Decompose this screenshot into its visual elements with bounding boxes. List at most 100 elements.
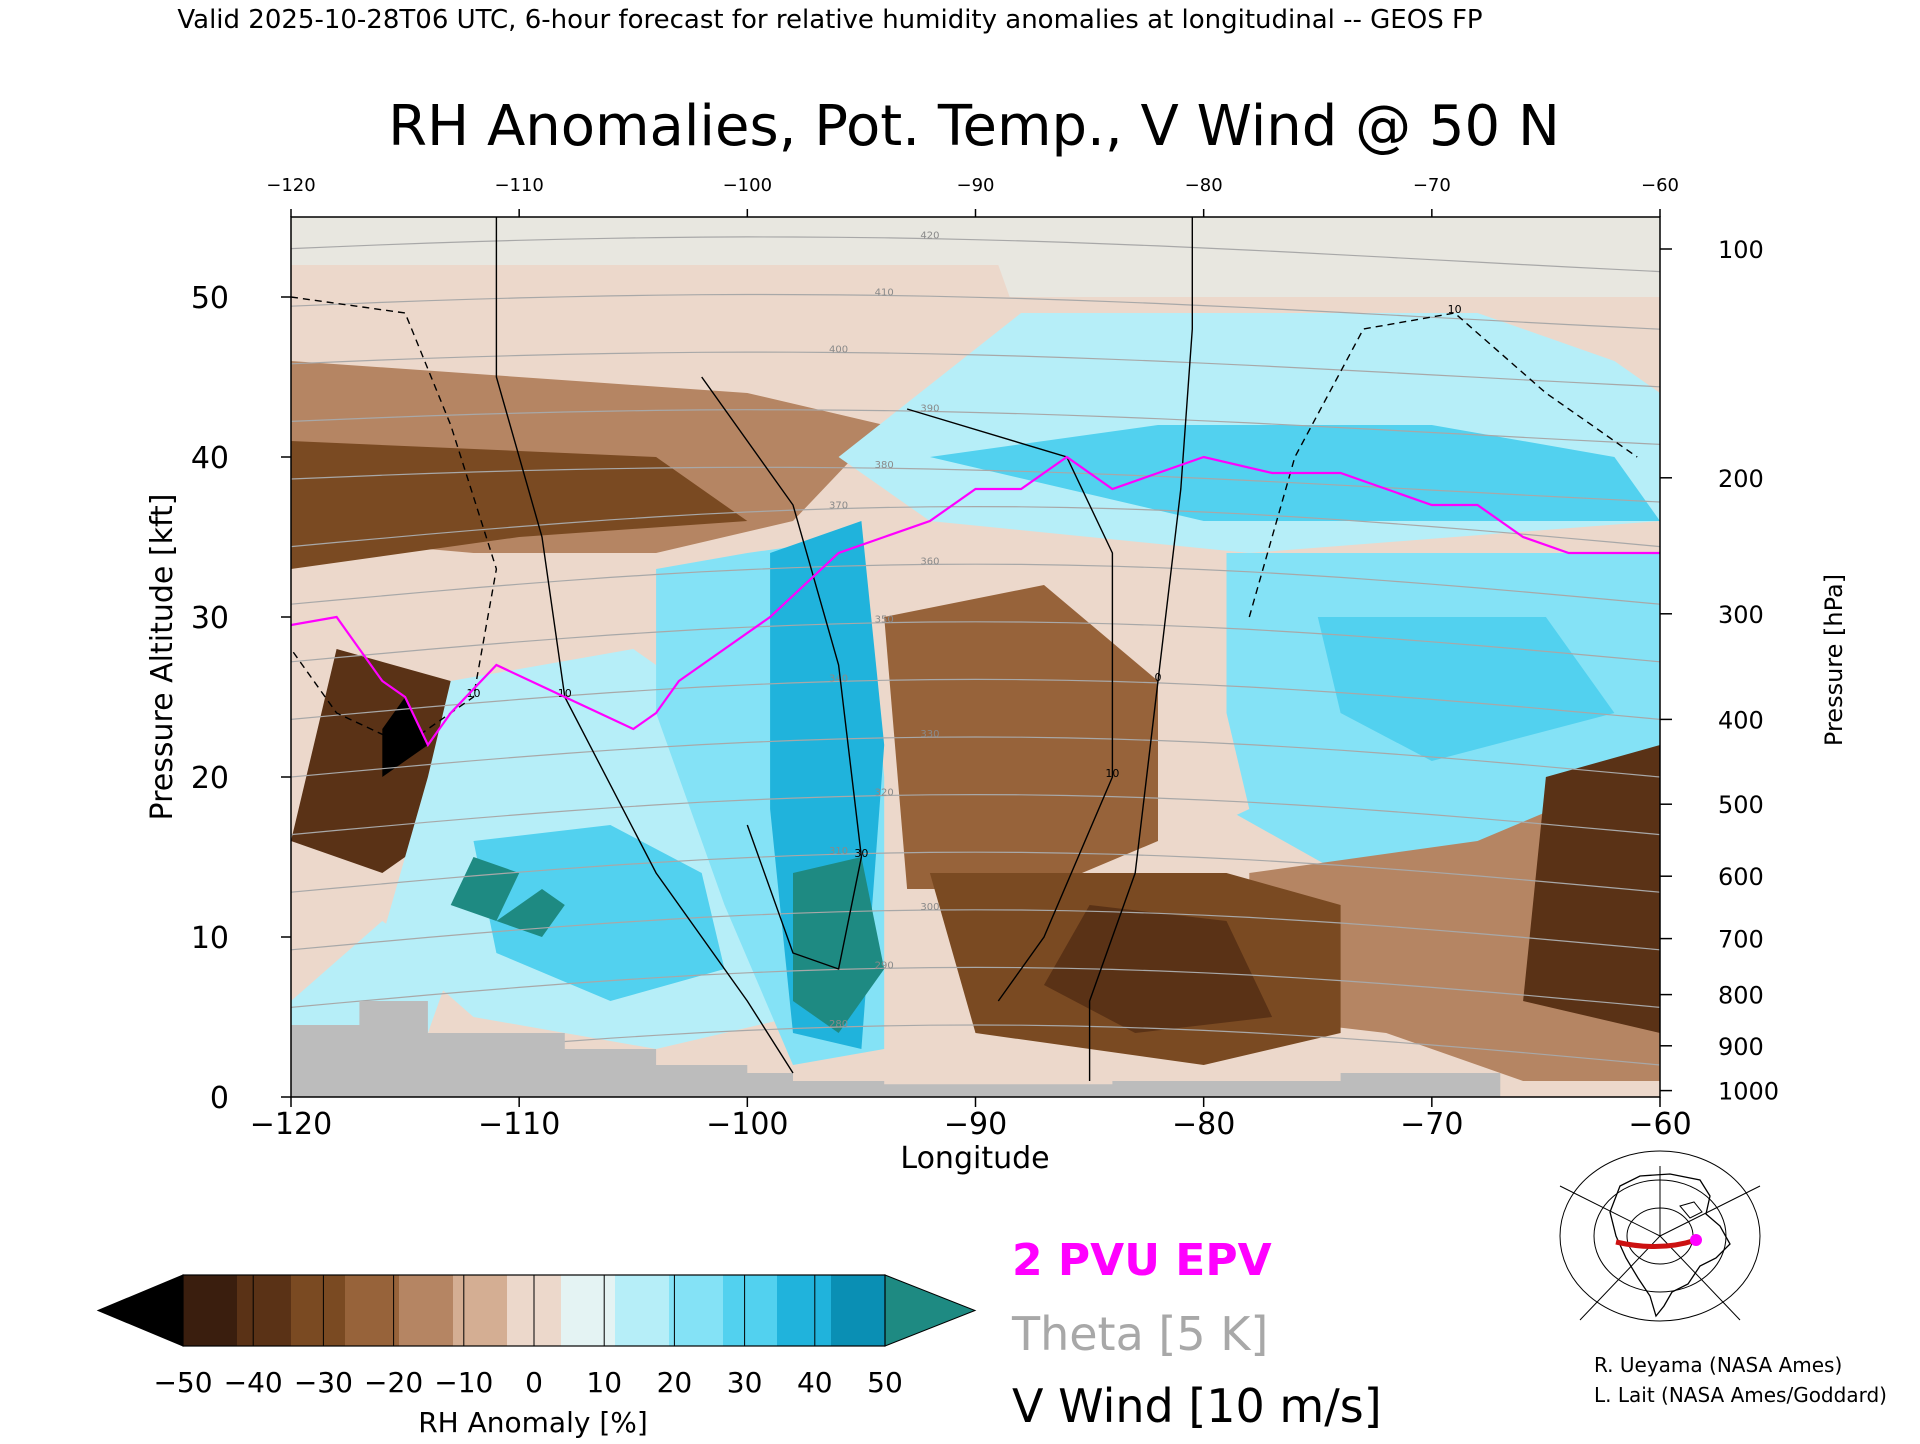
x-tick-label: −90 [944,1107,1007,1142]
rh-region-11 [1523,745,1660,1033]
theta-contour-label: 300 [920,902,939,913]
colorbar-swatch [615,1275,670,1346]
colorbar-tick-label: 20 [657,1366,693,1399]
theta-contour-360 [291,563,1660,605]
valid-time-header: Valid 2025-10-28T06 UTC, 6-hour forecast… [177,5,1482,35]
x-axis-label: Longitude [900,1141,1049,1176]
theta-contour-label: 320 [875,788,894,799]
pressure-tick-label: 800 [1718,982,1764,1010]
y-tick-label: 20 [191,761,229,796]
theta-contour-label: 360 [920,556,939,567]
epv-2pvu-path [291,455,1660,748]
top-tick-label: −90 [957,175,995,196]
theta-contour-370 [291,505,1660,548]
colorbar-tick-label: 30 [727,1366,763,1399]
continent-outline [1609,1173,1731,1318]
colorbar-label: RH Anomaly [%] [418,1406,648,1439]
theta-contour-380 [291,466,1660,503]
theta-contour-label: 420 [920,231,939,242]
vwind-contours: 0 10 30 10 10 10 [291,217,1638,1081]
pressure-tick-label: 500 [1718,791,1764,819]
rh-region-19 [496,889,565,937]
y-axis-label-right: Pressure [hPa] [1820,574,1848,746]
theta-contour-330 [291,736,1660,778]
theta-contour-420 [291,236,1660,273]
theta-contour-label: 310 [829,846,848,857]
top-tick-label: −80 [1185,175,1223,196]
colorbar-tick-label: 40 [797,1366,833,1399]
x-tick-label: −70 [1400,1107,1463,1142]
x-tick-label: −100 [706,1107,788,1142]
colorbar-tick-label: 10 [586,1366,622,1399]
colorbar-tick-label: 50 [867,1366,903,1399]
theta-contour-350 [291,621,1660,663]
colorbar-tick-label: −20 [364,1366,423,1399]
pressure-tick-label: 1000 [1718,1078,1779,1106]
rh-region-15 [1044,905,1273,1033]
colorbar-swatch [831,1275,886,1346]
y-axis-label-left: Pressure Altitude [kft] [145,494,180,821]
terrain-polygon [291,1001,1501,1097]
theta-contour-label: 400 [829,345,848,356]
colorbar-swatch [399,1275,454,1346]
theta-contour-label: 410 [875,287,894,298]
theta-contour-290 [291,966,1660,1008]
colorbar-tick-label: −50 [153,1366,212,1399]
pressure-tick-label: 700 [1718,926,1764,954]
colorbar-swatch [237,1275,292,1346]
credit-line-2: L. Lait (NASA Ames/Goddard) [1594,1383,1887,1407]
legend-epv: 2 PVU EPV [1012,1235,1272,1286]
vwind-contour-label: 10 [467,687,481,700]
y-tick-label: 50 [191,281,229,316]
vwind-contour-0 [1088,217,1193,1081]
theta-contour-label: 350 [875,615,894,626]
pressure-tick-label: 100 [1718,236,1764,264]
y-tick-label: 0 [210,1081,229,1116]
theta-contour-label: 370 [829,501,848,512]
top-tick-label: −70 [1413,175,1451,196]
colorbar-tick-label: −30 [294,1366,353,1399]
colorbar-swatch [345,1275,400,1346]
top-tick-label: −100 [723,175,772,196]
section-endpoint-marker [1690,1234,1702,1246]
theta-contour-410 [291,293,1660,330]
colorbar-swatch [183,1275,238,1346]
locator-map [1559,1150,1761,1322]
rh-region-9 [1317,617,1615,761]
colorbar-tick-label: 0 [525,1366,543,1399]
vwind-contour-label: 30 [854,847,868,860]
vwind-contour-label: 0 [1155,671,1162,684]
theta-contour-310 [291,851,1660,893]
pressure-tick-label: 200 [1718,465,1764,493]
pressure-tick-label: 300 [1718,601,1764,629]
vwind-contour-3 [906,408,1114,1002]
colorbar-swatch [723,1275,778,1346]
legend-theta: Theta [5 K] [1011,1307,1268,1361]
vwind-contour-label: 10 [558,687,572,700]
colorbar-over-arrow [884,1274,977,1347]
legend-vwind: V Wind [10 m/s] [1012,1379,1382,1433]
colorbar: −50 −40 −30 −20 −10 0 10 20 30 40 50 [96,1274,977,1399]
theta-contour-label: 390 [920,403,939,414]
x-tick-label: −60 [1628,1107,1691,1142]
colorbar-swatch [669,1275,724,1346]
colorbar-swatch [777,1275,832,1346]
vwind-contour-label: 10 [1448,303,1462,316]
theta-contour-340 [291,678,1660,720]
vwind-contour-4 [291,296,498,746]
x-tick-label: −120 [250,1107,332,1142]
vwind-contour-5 [1248,312,1638,618]
epv-2pvu-line [291,455,1660,748]
theta-contour-400 [291,351,1660,388]
y-tick-label: 30 [191,601,229,636]
theta-contour-label: 330 [920,729,939,740]
theta-contour-label: 380 [875,460,894,471]
rh-region-1 [291,265,1022,393]
colorbar-under-arrow [96,1274,184,1347]
pressure-tick-label: 900 [1718,1033,1764,1061]
theta-contour-320 [291,793,1660,836]
colorbar-swatch [291,1275,346,1346]
theta-contour-label: 290 [875,960,894,971]
rh-region-3 [291,441,748,569]
